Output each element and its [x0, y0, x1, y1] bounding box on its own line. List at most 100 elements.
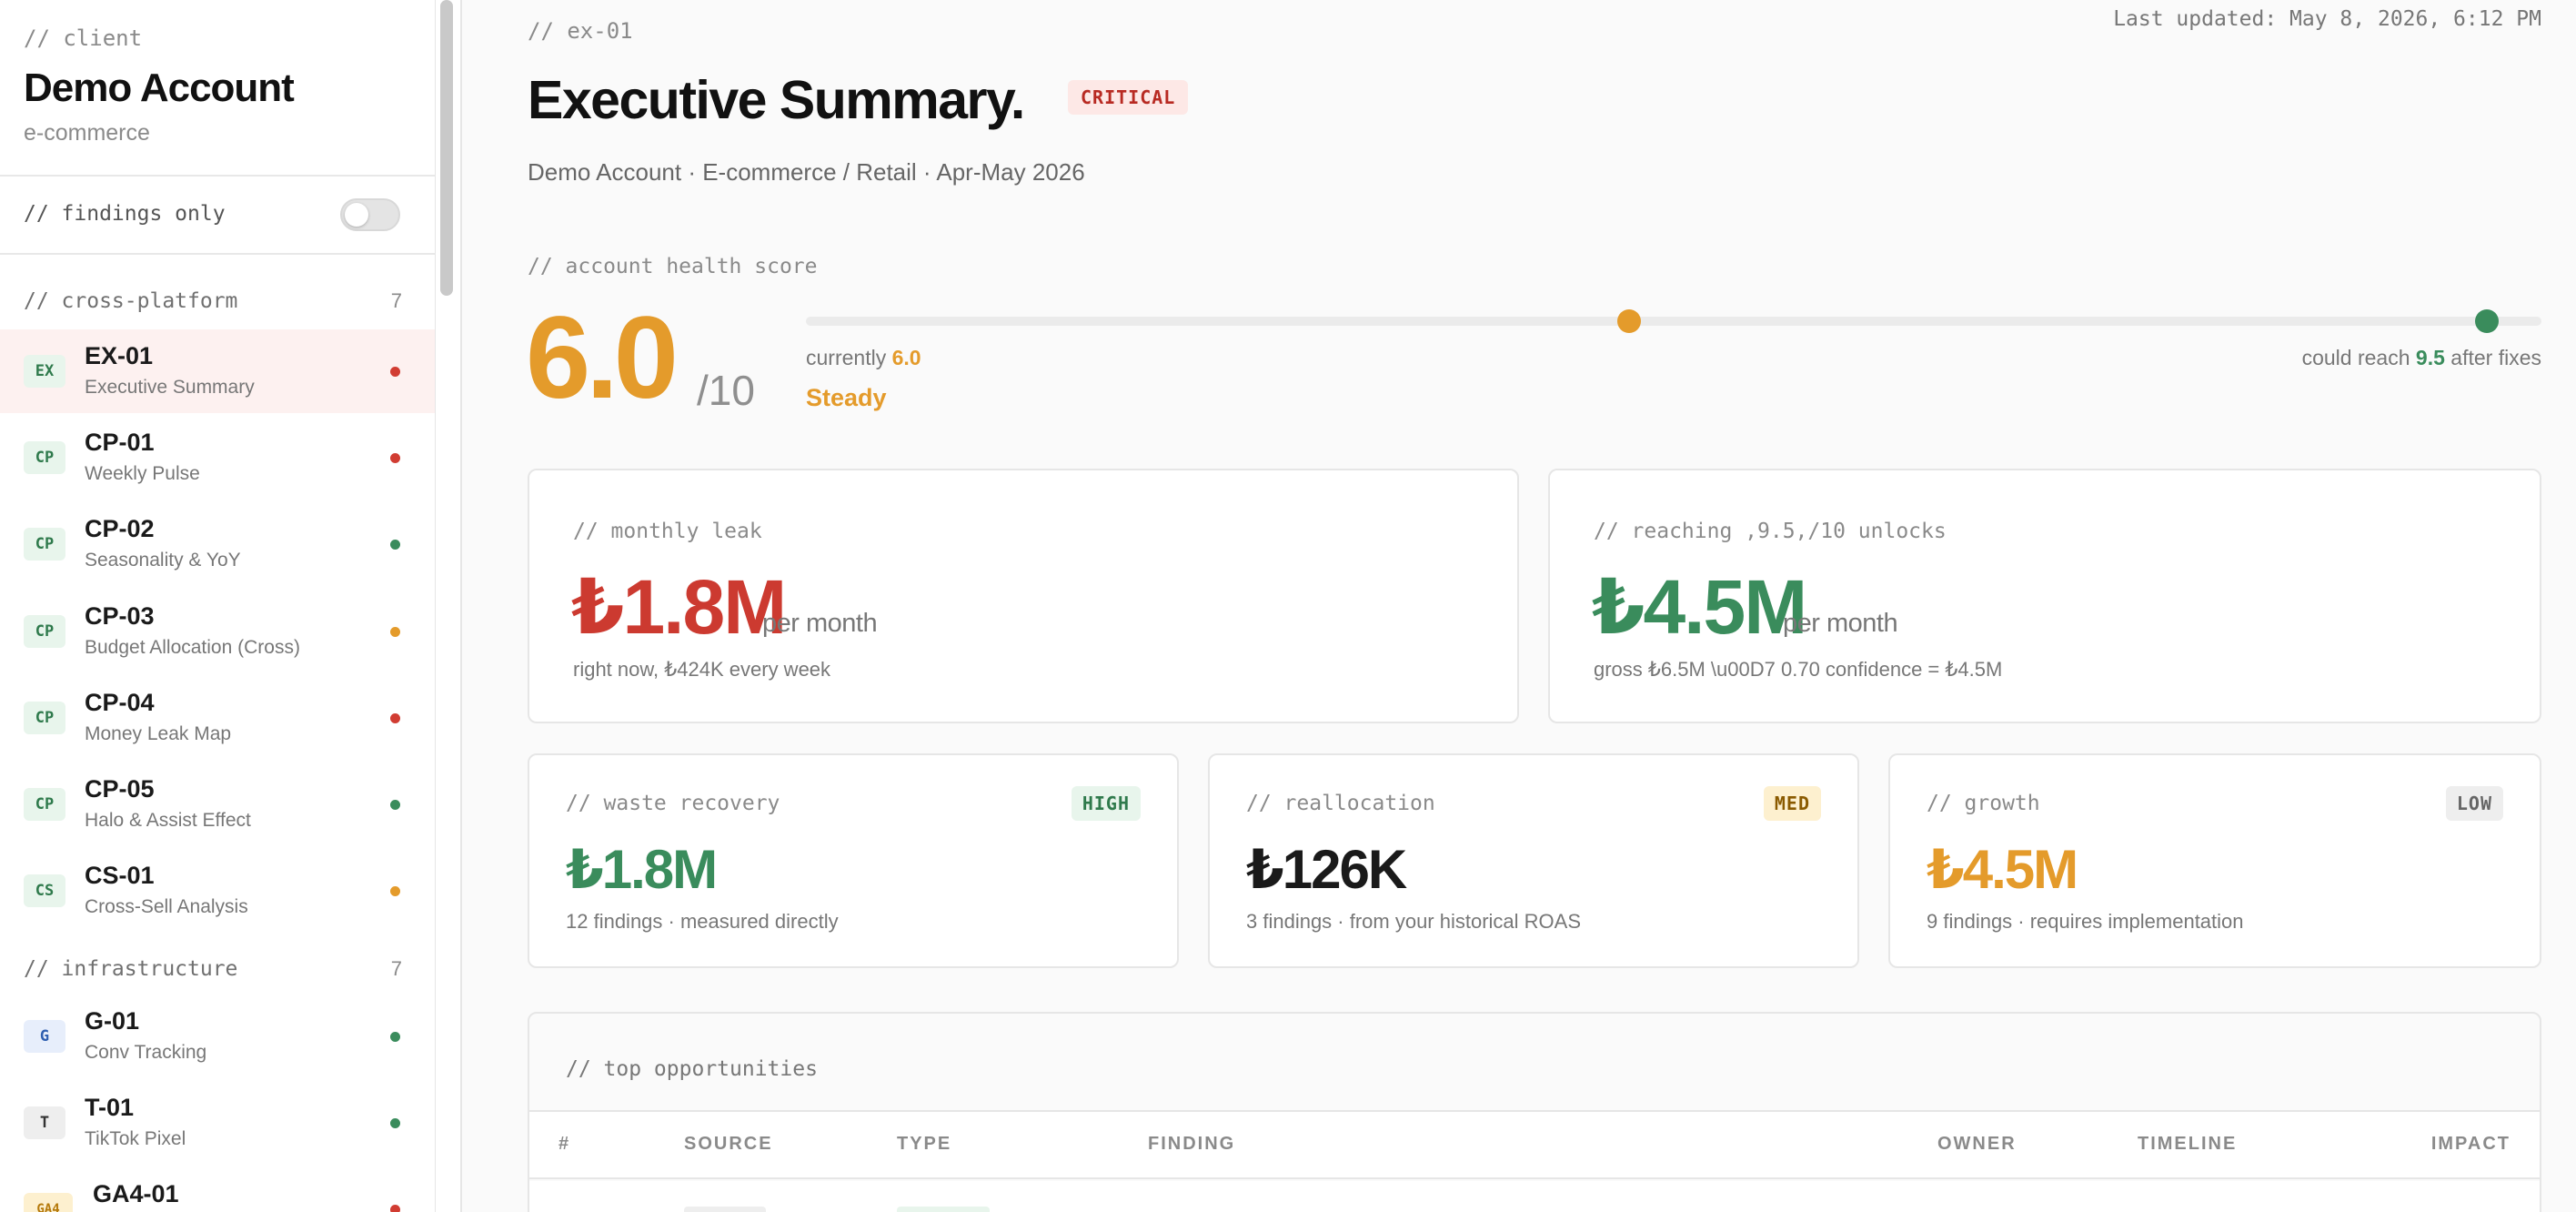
section-title: TikTok Pixel: [85, 1128, 186, 1149]
group-count: 7: [390, 957, 402, 980]
potential-score-marker: [2474, 309, 2499, 333]
sidebar-item-cp-01[interactable]: CP CP-01 Weekly Pulse: [0, 416, 435, 500]
group-header-cross-platform: // cross-platform 7: [24, 289, 402, 317]
toggle-knob: [345, 203, 368, 227]
account-name: Demo Account: [24, 66, 295, 110]
status-dot: [390, 453, 400, 463]
section-badge: CP: [24, 702, 65, 734]
group-label: // cross-platform: [24, 289, 238, 313]
section-title: Seasonality & YoY: [85, 550, 241, 571]
severity-badge: CRITICAL: [1068, 80, 1189, 115]
card-note: 9 findings · requires implementation: [1927, 910, 2244, 933]
account-vertical: e-commerce: [24, 120, 150, 146]
card-unit: per month: [1783, 609, 1898, 638]
divider: [0, 253, 435, 255]
sidebar: // client Demo Account e-commerce // fin…: [0, 0, 435, 1212]
sidebar-item-g-01[interactable]: G G-01 Conv Tracking: [0, 995, 435, 1078]
health-score-label: // account health score: [528, 255, 818, 278]
scrollbar-thumb[interactable]: [440, 0, 453, 296]
column-header-finding[interactable]: FINDING: [1148, 1134, 1236, 1154]
status-dot: [390, 1205, 400, 1212]
section-badge: CP: [24, 528, 65, 561]
sidebar-item-t-01[interactable]: T T-01 TikTok Pixel: [0, 1081, 435, 1165]
column-header-impact[interactable]: IMPACT: [2430, 1134, 2511, 1154]
section-title: Money Leak Map: [85, 723, 232, 744]
card-label: // monthly leak: [573, 520, 762, 543]
card-note: 3 findings · from your historical ROAS: [1246, 910, 1582, 933]
sidebar-item-cs-01[interactable]: CS CS-01 Cross-Sell Analysis: [0, 849, 435, 933]
growth-card: // growth LOW ₺4.5M 9 findings · require…: [1888, 753, 2541, 968]
card-label: // reallocation: [1246, 792, 1435, 815]
sidebar-scrollbar[interactable]: [435, 0, 462, 1212]
last-updated: Last updated: May 8, 2026, 6:12 PM: [2113, 7, 2541, 31]
section-code: GA4-01: [93, 1180, 179, 1207]
card-unit: per month: [762, 609, 878, 638]
confidence-badge: HIGH: [1071, 786, 1141, 821]
group-header-infrastructure: // infrastructure 7: [24, 957, 402, 985]
section-code: CP-03: [85, 602, 155, 630]
current-score-marker: [1616, 309, 1641, 333]
current-score-text: currently 6.0: [806, 346, 921, 370]
confidence-badge: LOW: [2445, 786, 2503, 821]
findings-only-toggle[interactable]: [340, 198, 400, 231]
sidebar-item-ex-01[interactable]: EX EX-01 Executive Summary: [0, 329, 435, 413]
potential-unlock-card: // reaching ,9.5,/10 unlocks ₺4.5M per m…: [1548, 469, 2541, 723]
sidebar-item-ga4-01[interactable]: GA4 GA4-01: [0, 1167, 435, 1212]
source-pill: [684, 1207, 766, 1212]
current-value: 6.0: [891, 346, 921, 369]
table-header: # SOURCE TYPE FINDING OWNER TIMELINE IMP…: [529, 1110, 2540, 1179]
column-header-source[interactable]: SOURCE: [684, 1134, 773, 1154]
card-value: ₺4.5M: [1592, 564, 1807, 650]
status-dot: [390, 800, 400, 810]
breadcrumb: // ex-01: [528, 18, 633, 44]
table-row[interactable]: [529, 1181, 2540, 1212]
section-title: Conv Tracking: [85, 1042, 207, 1063]
sidebar-item-cp-05[interactable]: CP CP-05 Halo & Assist Effect: [0, 763, 435, 846]
sidebar-item-cp-03[interactable]: CP CP-03 Budget Allocation (Cross): [0, 590, 435, 673]
card-value: ₺126K: [1246, 839, 1407, 900]
main-content: // ex-01 Last updated: May 8, 2026, 6:12…: [462, 0, 2576, 1212]
section-code: CS-01: [85, 862, 155, 889]
card-value: ₺1.8M: [566, 839, 718, 900]
section-code: CP-05: [85, 775, 155, 803]
card-value: ₺4.5M: [1927, 839, 2078, 900]
status-dot: [390, 1118, 400, 1128]
group-count: 7: [390, 289, 402, 312]
card-label: // growth: [1927, 792, 2040, 815]
card-label: // reaching ,9.5,/10 unlocks: [1594, 520, 1947, 543]
section-badge: T: [24, 1106, 65, 1139]
waste-recovery-card: // waste recovery HIGH ₺1.8M 12 findings…: [528, 753, 1179, 968]
health-status: Steady: [806, 384, 887, 411]
column-header-type[interactable]: TYPE: [897, 1134, 952, 1154]
card-value: ₺1.8M: [571, 564, 787, 650]
reach-prefix: could reach: [2301, 346, 2416, 369]
sidebar-item-cp-04[interactable]: CP CP-04 Money Leak Map: [0, 676, 435, 760]
status-dot: [390, 540, 400, 550]
section-code: CP-02: [85, 515, 155, 542]
status-dot: [390, 713, 400, 723]
confidence-badge: MED: [1763, 786, 1821, 821]
monthly-leak-card: // monthly leak ₺1.8M per month right no…: [528, 469, 1519, 723]
card-note: right now, ₺424K every week: [573, 658, 831, 681]
section-code: G-01: [85, 1007, 140, 1035]
divider: [0, 175, 435, 177]
section-title: Cross-Sell Analysis: [85, 896, 248, 917]
sidebar-item-cp-02[interactable]: CP CP-02 Seasonality & YoY: [0, 502, 435, 586]
scrollbar-track: [435, 0, 436, 1212]
health-track: [806, 317, 2541, 326]
section-badge: GA4: [24, 1193, 73, 1212]
status-dot: [390, 886, 400, 896]
column-header-number[interactable]: #: [558, 1134, 571, 1154]
section-code: CP-04: [85, 689, 155, 716]
section-title: Weekly Pulse: [85, 463, 200, 484]
section-badge: G: [24, 1020, 65, 1053]
section-badge: EX: [24, 355, 65, 388]
reallocation-card: // reallocation MED ₺126K 3 findings · f…: [1208, 753, 1859, 968]
column-header-owner[interactable]: OWNER: [1937, 1134, 2017, 1154]
findings-only-label: // findings only: [24, 202, 226, 226]
page-subtitle: Demo Account · E-commerce / Retail · Apr…: [528, 158, 1085, 186]
card-note: gross ₺6.5M \u00D7 0.70 confidence = ₺4.…: [1594, 658, 2003, 681]
reach-value: 9.5: [2415, 346, 2445, 369]
column-header-timeline[interactable]: TIMELINE: [2138, 1134, 2238, 1154]
section-title: Budget Allocation (Cross): [85, 637, 300, 658]
